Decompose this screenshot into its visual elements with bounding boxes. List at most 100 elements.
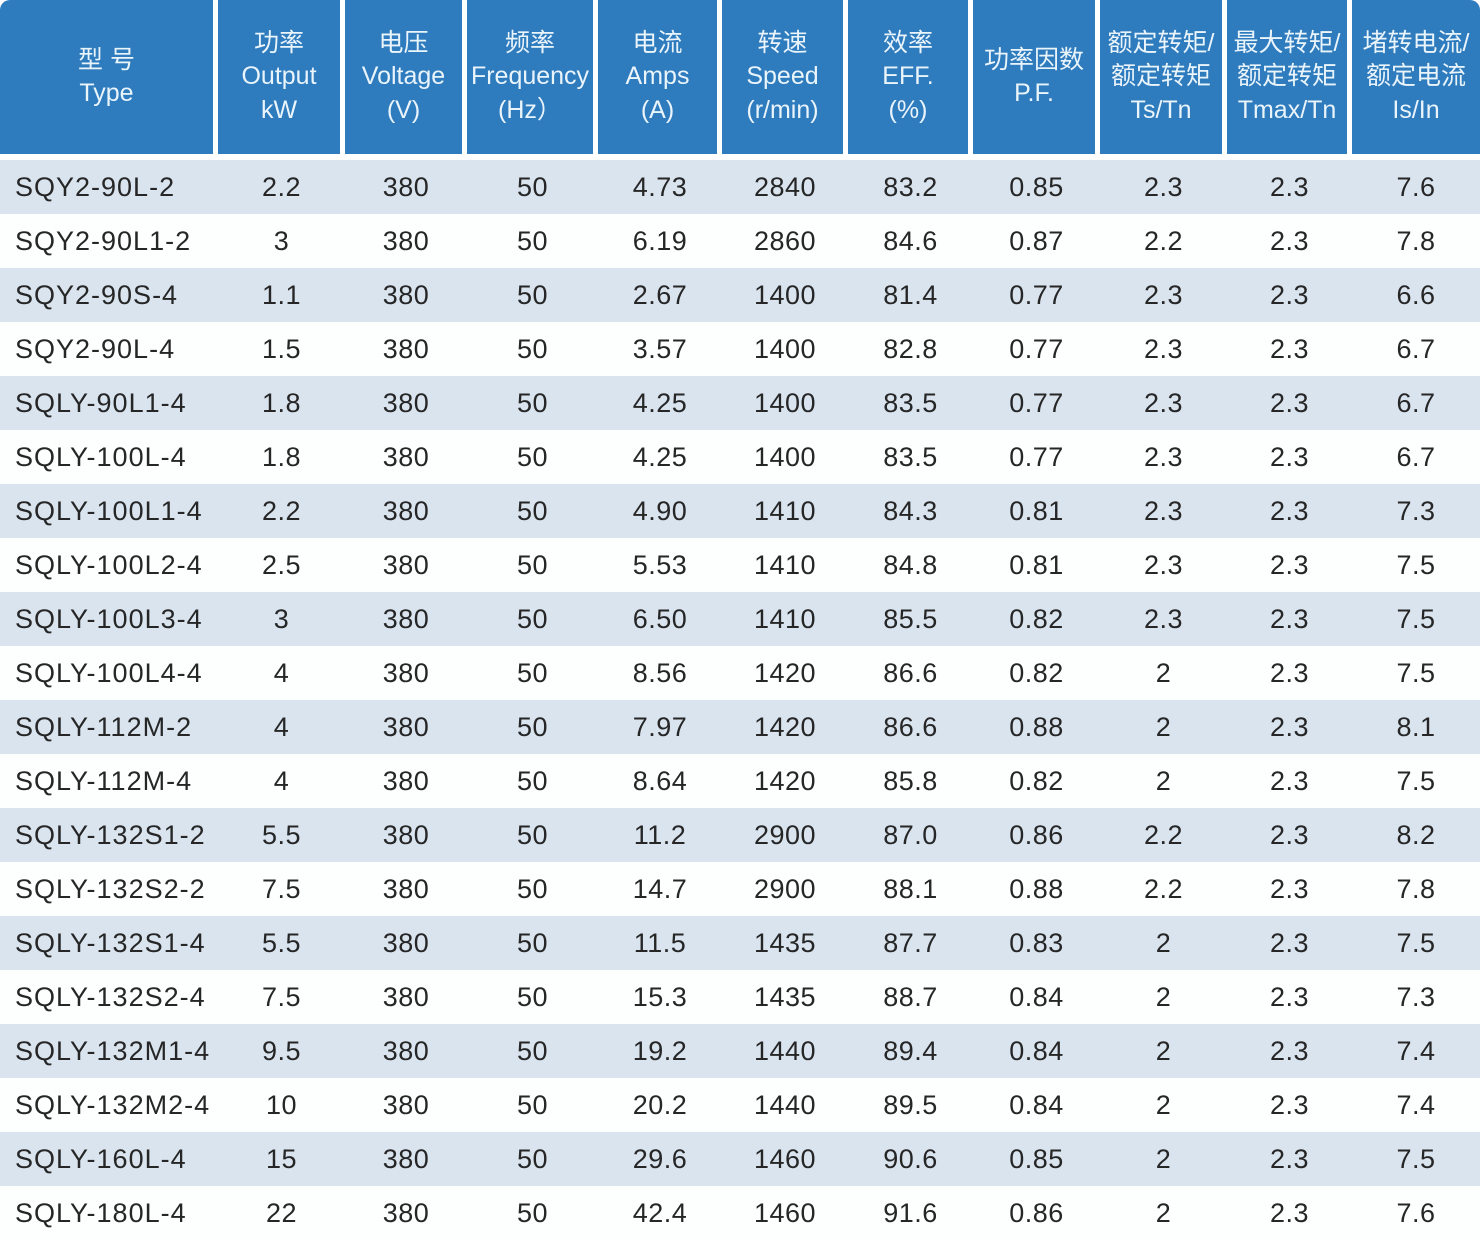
cell-value: 2.3 bbox=[1143, 279, 1184, 310]
cell-type: SQLY-90L1-4 bbox=[15, 387, 187, 418]
cell-value: 4 bbox=[273, 657, 290, 688]
cell-type: SQLY-132M2-4 bbox=[15, 1089, 211, 1120]
cell-value: 22 bbox=[265, 1197, 298, 1228]
cell-value: 2.3 bbox=[1143, 495, 1184, 526]
cell-value: 2.3 bbox=[1143, 441, 1184, 472]
cell-value: 380 bbox=[382, 333, 430, 364]
column-header-line: (V) bbox=[386, 95, 421, 124]
cell-value: 380 bbox=[382, 441, 430, 472]
cell-value: 2840 bbox=[753, 171, 817, 202]
cell-value: 1435 bbox=[753, 927, 817, 958]
cell-value: 2 bbox=[1155, 1089, 1172, 1120]
cell-value: 2 bbox=[1155, 1197, 1172, 1228]
cell-value: 1410 bbox=[753, 603, 817, 634]
cell-value: 5.53 bbox=[632, 549, 688, 580]
column-header-4: 电流 Amps (A) bbox=[598, 0, 722, 160]
column-header-line: P.F. bbox=[1014, 79, 1054, 107]
table-row: SQY2-90L-2 2.2 380 50 4.73 2840 83.2 0.85 2.3 2.3… bbox=[0, 160, 1480, 214]
cell-value: 11.5 bbox=[633, 927, 687, 958]
cell-value: 1.5 bbox=[261, 333, 302, 364]
cell-value: 7.4 bbox=[1396, 1089, 1436, 1120]
cell-value: 380 bbox=[382, 1143, 430, 1174]
column-header-7: 功率因数 P.F. bbox=[973, 0, 1100, 160]
cell-value: 7.8 bbox=[1396, 225, 1436, 256]
cell-value: 1410 bbox=[753, 549, 817, 580]
table-row: SQLY-132S2-4 7.5 380 50 15.3 1435 88.7 0.84 2 2.3… bbox=[0, 970, 1480, 1024]
cell-value: 88.1 bbox=[883, 873, 938, 904]
cell-value: 7.5 bbox=[1396, 927, 1436, 958]
cell-value: 83.5 bbox=[883, 441, 938, 472]
table-row: SQLY-100L2-4 2.5 380 50 5.53 1410 84.8 0.81 2.3 2… bbox=[0, 538, 1480, 592]
cell-value: 2.3 bbox=[1143, 333, 1184, 364]
table-row: SQY2-90L-4 1.5 380 50 3.57 1400 82.8 0.77 2.3 2.3… bbox=[0, 322, 1480, 376]
column-header-line: Frequency bbox=[470, 62, 590, 91]
cell-value: 2.3 bbox=[1269, 441, 1310, 472]
cell-value: 7.8 bbox=[1396, 873, 1436, 904]
cell-value: 2.3 bbox=[1143, 171, 1184, 202]
cell-value: 6.6 bbox=[1396, 279, 1436, 310]
cell-value: 7.97 bbox=[632, 711, 688, 742]
cell-value: 0.84 bbox=[1009, 1035, 1064, 1066]
cell-value: 2.2 bbox=[1143, 819, 1184, 850]
cell-value: 2.3 bbox=[1269, 603, 1310, 634]
column-header-line: Ts/Tn bbox=[1130, 95, 1192, 124]
column-header-line: (A) bbox=[640, 95, 675, 124]
column-header-line: 型 号 bbox=[78, 45, 135, 74]
column-header-line: Voltage bbox=[361, 62, 446, 91]
cell-value: 50 bbox=[516, 765, 549, 796]
cell-type: SQLY-132S2-2 bbox=[15, 873, 206, 904]
cell-value: 5.5 bbox=[261, 819, 302, 850]
cell-value: 1420 bbox=[753, 657, 817, 688]
cell-type: SQY2-90L1-2 bbox=[15, 225, 192, 256]
cell-value: 1440 bbox=[753, 1035, 817, 1066]
cell-value: 2.3 bbox=[1269, 549, 1310, 580]
cell-value: 6.7 bbox=[1396, 387, 1436, 418]
cell-value: 2.3 bbox=[1143, 549, 1184, 580]
column-header-1: 功率 Output kW bbox=[218, 0, 345, 160]
cell-value: 2.3 bbox=[1269, 279, 1310, 310]
cell-value: 50 bbox=[516, 171, 549, 202]
cell-value: 0.81 bbox=[1009, 549, 1064, 580]
cell-value: 82.8 bbox=[883, 333, 938, 364]
column-header-line: 效率 bbox=[882, 28, 933, 57]
cell-value: 380 bbox=[382, 765, 430, 796]
cell-value: 20.2 bbox=[632, 1089, 688, 1120]
cell-value: 5.5 bbox=[261, 927, 302, 958]
column-header-line: 功率 bbox=[253, 28, 304, 57]
cell-value: 2.3 bbox=[1143, 387, 1184, 418]
cell-value: 50 bbox=[516, 387, 549, 418]
cell-value: 0.81 bbox=[1009, 495, 1064, 526]
cell-value: 2860 bbox=[753, 225, 817, 256]
cell-value: 7.5 bbox=[1396, 657, 1436, 688]
cell-value: 0.85 bbox=[1009, 171, 1064, 202]
cell-value: 9.5 bbox=[261, 1035, 302, 1066]
header-row: 型 号 Type 功率 Output kW 电压 Voltage (V) 频率 Frequency… bbox=[0, 0, 1480, 160]
cell-value: 7.5 bbox=[1396, 1143, 1436, 1174]
cell-value: 2.3 bbox=[1269, 765, 1310, 796]
cell-value: 0.77 bbox=[1009, 387, 1064, 418]
cell-type: SQLY-100L-4 bbox=[15, 441, 187, 472]
cell-value: 84.6 bbox=[883, 225, 938, 256]
cell-type: SQLY-132S1-4 bbox=[15, 927, 206, 958]
cell-value: 7.3 bbox=[1396, 495, 1436, 526]
cell-value: 50 bbox=[516, 1089, 549, 1120]
cell-value: 1460 bbox=[753, 1197, 817, 1228]
column-header-line: EFF. bbox=[882, 62, 934, 91]
cell-value: 0.84 bbox=[1009, 981, 1064, 1012]
cell-value: 91.6 bbox=[883, 1197, 938, 1228]
column-header-line: Tmax/Tn bbox=[1237, 95, 1337, 124]
cell-value: 1400 bbox=[753, 441, 817, 472]
cell-value: 7.5 bbox=[1396, 603, 1436, 634]
cell-value: 3.57 bbox=[632, 333, 688, 364]
cell-value: 50 bbox=[516, 819, 549, 850]
cell-value: 85.8 bbox=[883, 765, 938, 796]
cell-value: 2.3 bbox=[1269, 1197, 1310, 1228]
table-row: SQLY-112M-4 4 380 50 8.64 1420 85.8 0.82 2 2.3 7.5 bbox=[0, 754, 1480, 808]
cell-value: 2.2 bbox=[261, 171, 302, 202]
cell-value: 50 bbox=[516, 549, 549, 580]
cell-value: 50 bbox=[516, 657, 549, 688]
cell-value: 2 bbox=[1155, 1143, 1172, 1174]
cell-value: 50 bbox=[516, 981, 549, 1012]
cell-value: 2.3 bbox=[1269, 873, 1310, 904]
cell-value: 4.73 bbox=[632, 171, 688, 202]
